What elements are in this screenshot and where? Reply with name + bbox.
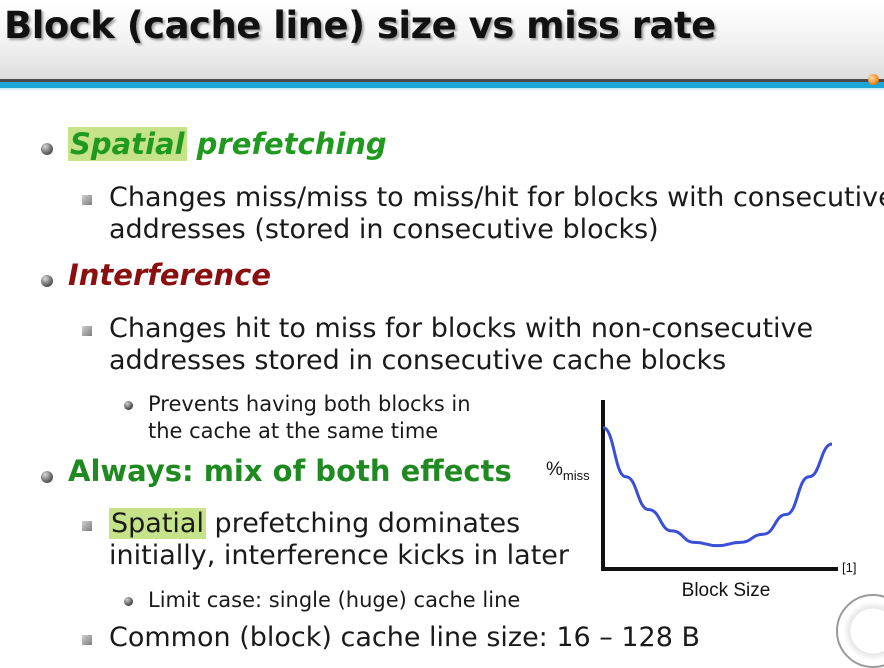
- limit-case: Limit case: single (huge) cache line: [148, 587, 520, 614]
- square-bullet-icon: [82, 521, 92, 531]
- reference-label: [1]: [842, 560, 856, 575]
- x-axis-label: Block Size: [682, 580, 771, 601]
- interference-text: Interference: [68, 258, 272, 292]
- miss-rate-curve: [602, 426, 833, 548]
- heading-interference: Interference: [68, 258, 271, 292]
- header-divider-glow: [0, 88, 884, 91]
- bullet-icon: [41, 143, 53, 155]
- small-bullet-icon: [124, 597, 133, 606]
- square-bullet-icon: [82, 195, 92, 205]
- interference-description-line1: Changes hit to miss for blocks with non-…: [109, 313, 814, 344]
- header-divider-dark: [0, 79, 884, 82]
- interference-detail-line2: the cache at the same time: [148, 419, 439, 443]
- heading-spatial-prefetching: Spatial prefetching: [68, 127, 387, 161]
- spatial-description-line1: Changes miss/miss to miss/hit for blocks…: [109, 182, 884, 213]
- common-size-text: Common (block) cache line size: 16 – 128…: [109, 622, 701, 653]
- interference-description-line2: addresses stored in consecutive cache bl…: [109, 345, 727, 376]
- interference-detail: Prevents having both blocks in the cache…: [148, 391, 471, 445]
- always-description: Spatial prefetching dominates initially,…: [109, 508, 569, 572]
- interference-description: Changes hit to miss for blocks with non-…: [109, 313, 813, 377]
- orange-dot-icon: [868, 74, 879, 85]
- square-bullet-icon: [82, 635, 92, 645]
- miss-rate-chart: %miss Block Size [1]: [546, 400, 856, 601]
- prefetching-text: prefetching: [186, 127, 387, 161]
- limit-case-text: Limit case: single (huge) cache line: [148, 588, 521, 612]
- y-axis-label: %miss: [546, 459, 590, 483]
- always-description-line1-rest: prefetching dominates: [205, 508, 521, 539]
- small-bullet-icon: [124, 401, 133, 410]
- slide-title: Block (cache line) size vs miss rate: [4, 4, 716, 47]
- interference-detail-line1: Prevents having both blocks in: [148, 392, 471, 416]
- spatial-highlight-inline: Spatial: [109, 508, 206, 539]
- common-size: Common (block) cache line size: 16 – 128…: [109, 622, 700, 654]
- always-description-line2: initially, interference kicks in later: [109, 540, 570, 571]
- spatial-description-line2: addresses (stored in consecutive blocks): [109, 214, 659, 245]
- bullet-icon: [41, 275, 53, 287]
- always-description-line1: Spatial prefetching dominates: [109, 508, 569, 540]
- title-bar: Block (cache line) size vs miss rate: [0, 0, 884, 80]
- always-text: Always: mix of both effects: [68, 454, 512, 488]
- heading-always: Always: mix of both effects: [68, 454, 512, 488]
- bullet-icon: [41, 471, 53, 483]
- series-layer: [602, 426, 833, 548]
- spatial-highlight: Spatial: [68, 127, 187, 161]
- square-bullet-icon: [82, 326, 92, 336]
- header-divider-blue: [0, 82, 884, 88]
- spatial-description: Changes miss/miss to miss/hit for blocks…: [109, 182, 884, 246]
